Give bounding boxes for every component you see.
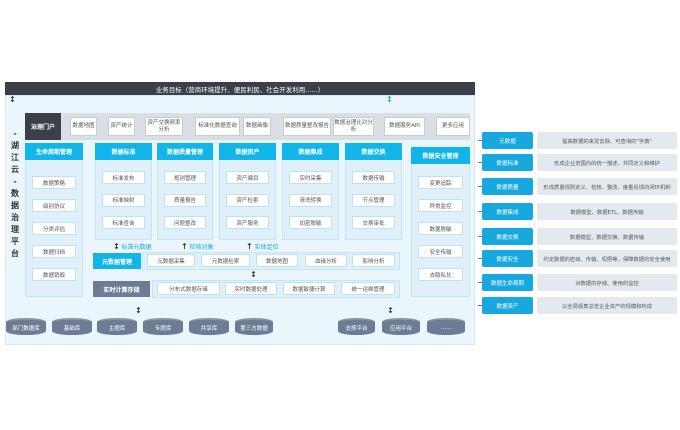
connector-line <box>478 211 482 212</box>
note-text: 实体定位 <box>254 244 279 251</box>
metadata-item: 影响分析 <box>352 254 395 267</box>
portal-item[interactable]: 数据服务API <box>384 117 425 136</box>
module-title: 数据集成 <box>282 143 339 160</box>
module-item[interactable]: 标准映射 <box>102 193 145 207</box>
database-cylinder: 支撑平台 <box>338 318 375 335</box>
module-item[interactable]: 实时采集 <box>289 171 332 184</box>
database-cylinder: 共享库 <box>189 318 229 335</box>
arrow-updown-icon: ↕ <box>9 95 16 104</box>
legend-label[interactable]: 数据安全 <box>482 250 533 267</box>
legend-description: 数据模型、数据交换、数据传输 <box>537 228 677 245</box>
connector-line <box>478 186 482 187</box>
module-item[interactable]: 资产服务 <box>226 216 269 229</box>
portal-head: 治理门户 <box>25 113 61 140</box>
legend-description: 形成质量规则定义、检核、整改、度量反馈的闭环机制 <box>537 178 677 195</box>
module-item[interactable]: 数据传输 <box>352 171 395 184</box>
module-item[interactable]: 标准查询 <box>102 216 145 229</box>
metadata-item: 元数据采集 <box>147 254 195 267</box>
note-text: 标准元数据 <box>121 244 152 251</box>
arrow-updown-icon: ↕ <box>386 95 393 104</box>
portal-item[interactable]: 资产交换频率分析 <box>145 117 183 136</box>
compute-item: 数据敏捷计算 <box>283 282 335 295</box>
module-item[interactable]: 规则管理 <box>164 171 206 184</box>
module-title: 数据交换 <box>345 143 402 160</box>
module-item[interactable]: 交换审批 <box>352 216 395 229</box>
note-check-object: ↑ 检核对象 <box>181 242 214 251</box>
arrow-updown-icon: ↕ <box>250 270 257 279</box>
module-item[interactable]: 节点管理 <box>352 193 395 207</box>
legend-label[interactable]: 数据标准 <box>482 154 533 171</box>
compute-label: 实时计算存储 <box>93 281 150 297</box>
module-item[interactable]: 数据销毁 <box>32 268 76 281</box>
database-cylinder: 主题库 <box>97 318 137 335</box>
metadata-label: 元数据管理 <box>93 253 141 269</box>
module-title: 数据质量管理 <box>157 143 213 160</box>
database-cylinder: 基础库 <box>52 318 92 335</box>
module-item[interactable]: 问题整改 <box>164 216 206 229</box>
module-item[interactable]: 去隐私化 <box>418 268 463 281</box>
note-entity-locate: ↑ 实体定位 <box>246 242 279 251</box>
portal-item[interactable]: 标准化数据查询 <box>195 117 240 136</box>
module-title: 数据标准 <box>95 143 152 160</box>
legend-description: 以全局视角总览企业资产的规模和构成 <box>537 297 677 314</box>
database-cylinder: 第三方数据 <box>235 318 273 335</box>
module-title: 生命周期管理 <box>25 143 83 160</box>
module-item[interactable]: 数据归档 <box>32 245 76 258</box>
module-item[interactable]: 数据脱敏 <box>418 222 463 235</box>
compute-item: 实时数据处理 <box>225 282 277 295</box>
legend-label[interactable]: 元数据 <box>482 132 533 149</box>
legend-label[interactable]: 数据质量 <box>482 178 533 195</box>
connector-line <box>478 162 482 163</box>
portal-item[interactable]: 更多应用 <box>436 117 470 136</box>
module-title: 数据资产 <box>219 143 276 160</box>
module-item[interactable]: 安全传输 <box>418 245 463 258</box>
arrow-updown-icon: ↕ <box>135 306 142 315</box>
connector-line <box>478 258 482 259</box>
arrow-updown-icon: ↕ <box>387 306 394 315</box>
compute-item: 分布式数据存储 <box>157 282 220 295</box>
connector-line <box>478 140 482 141</box>
legend-description: 提高数据的来龙去脉、可查询的"字典" <box>537 132 677 149</box>
module-item[interactable]: 标准发布 <box>102 171 145 184</box>
database-cylinder: 应用平台 <box>382 318 420 335</box>
note-text: 检核对象 <box>189 244 214 251</box>
module-item[interactable]: 变更追踪 <box>418 176 463 189</box>
module-item[interactable]: 资产检索 <box>226 193 269 207</box>
module-item[interactable]: 质量报告 <box>164 193 206 207</box>
compute-item: 统一运维管理 <box>341 282 395 295</box>
portal-item[interactable]: 数据质量整改报告 <box>283 117 331 136</box>
portal-item[interactable]: 资产统计 <box>108 117 135 136</box>
metadata-item: 元数据检索 <box>201 254 250 267</box>
legend-description: 约定数据的密级、传输、权限等，保障数据的安全使用 <box>537 250 677 267</box>
module-title: 数据安全管理 <box>411 147 470 164</box>
connector-line <box>478 282 482 283</box>
metadata-item: 数据地图 <box>256 254 298 267</box>
platform-title: - 湖江云 - 数据治理平台 <box>11 129 19 258</box>
legend-label[interactable]: 数据交换 <box>482 228 533 245</box>
module-item[interactable]: 加密脱敏 <box>289 216 332 229</box>
module-item[interactable]: 分类评估 <box>32 222 76 235</box>
legend-description: 数据模型、数据ETL、数据传输 <box>537 203 677 220</box>
database-cylinder: 部门数据库 <box>6 318 46 335</box>
metadata-item: 血缘分析 <box>305 254 347 267</box>
portal-item[interactable]: 数据地图 <box>70 117 97 136</box>
database-cylinder: ...... <box>427 318 465 335</box>
portal-item[interactable]: 数据画像 <box>243 117 271 136</box>
module-item[interactable]: 异常监控 <box>418 199 463 212</box>
legend-label[interactable]: 数据生命周期 <box>482 274 533 291</box>
legend-description: 对数据的存储、使用的监控 <box>537 274 677 291</box>
legend-description: 形成企业范围内的统一描述、共同定义和维护 <box>537 154 677 171</box>
module-item[interactable]: 数据策略 <box>32 176 76 189</box>
legend-label[interactable]: 数据集成 <box>482 203 533 220</box>
note-standard-metadata: ↕ 标准元数据 <box>113 242 152 251</box>
module-item[interactable]: 清洗转换 <box>289 193 332 207</box>
legend-label[interactable]: 数据资产 <box>482 297 533 314</box>
portal-item[interactable]: 数据治理比对分析 <box>333 117 374 136</box>
connector-line <box>478 236 482 237</box>
database-cylinder: 专题库 <box>143 318 183 335</box>
connector-line <box>478 305 482 306</box>
module-item[interactable]: 资产编目 <box>226 171 269 184</box>
business-goal-bar: 业务目标（营商环境提升、便民利民、社会开发利用......） <box>5 82 475 95</box>
module-item[interactable]: 级别协议 <box>32 199 76 212</box>
